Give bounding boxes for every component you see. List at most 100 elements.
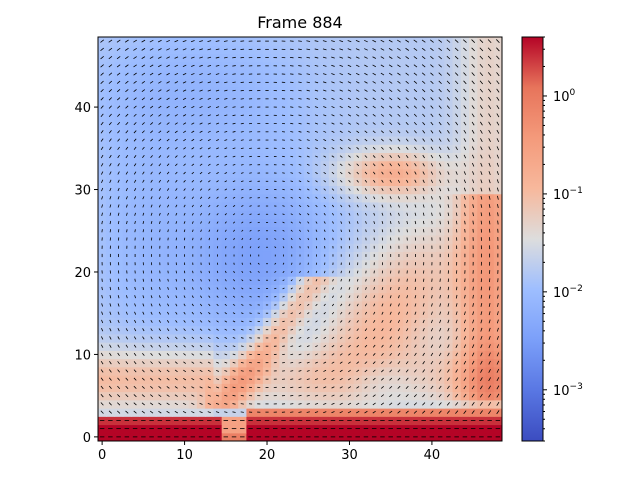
quiver-arrow — [447, 204, 450, 208]
quiver-arrow — [182, 89, 187, 92]
quiver-arrow — [488, 220, 491, 225]
quiver-arrow — [125, 72, 129, 76]
quiver-arrow — [413, 80, 418, 84]
quiver-arrow — [224, 287, 227, 290]
heatmap-cell — [353, 375, 363, 384]
quiver-arrow — [431, 303, 433, 307]
heatmap-cell — [139, 61, 149, 71]
quiver-arrow — [414, 138, 417, 142]
quiver-arrow — [364, 130, 368, 134]
heatmap-cell — [337, 383, 346, 393]
heatmap-cell — [188, 177, 198, 186]
quiver-arrow — [389, 319, 392, 323]
quiver-arrow — [430, 196, 433, 200]
quiver-arrow — [166, 48, 170, 51]
heatmap-cell — [147, 160, 157, 170]
quiver-arrow — [347, 105, 352, 109]
quiver-arrow — [422, 385, 426, 390]
quiver-arrow — [232, 394, 236, 397]
quiver-arrow — [389, 394, 393, 398]
quiver-arrow — [414, 278, 417, 282]
quiver-arrow — [199, 353, 203, 356]
quiver-arrow — [447, 146, 450, 151]
quiver-arrow — [339, 163, 343, 166]
heatmap-cell — [378, 350, 388, 360]
quiver-arrow — [108, 80, 113, 84]
quiver-arrow — [430, 105, 434, 109]
quiver-arrow — [315, 180, 318, 183]
quiver-arrow — [182, 56, 187, 59]
quiver-arrow — [488, 88, 492, 93]
heatmap-cell — [427, 358, 437, 368]
quiver-arrow — [389, 311, 392, 315]
quiver-arrow — [381, 344, 384, 348]
quiver-arrow — [314, 106, 319, 108]
quiver-arrow — [290, 213, 293, 216]
quiver-arrow — [496, 171, 499, 176]
heatmap-cell — [163, 144, 173, 154]
quiver-arrow — [232, 337, 236, 339]
quiver-arrow — [397, 64, 401, 68]
quiver-arrow — [480, 195, 483, 200]
quiver-arrow — [463, 105, 467, 109]
quiver-arrow — [224, 106, 228, 108]
quiver-arrow — [455, 88, 459, 93]
heatmap-cell — [139, 45, 149, 55]
heatmap-cell — [386, 399, 396, 409]
heatmap-cell — [427, 366, 437, 376]
quiver-arrow — [100, 39, 105, 43]
quiver-arrow — [191, 344, 195, 348]
quiver-arrow — [216, 147, 220, 150]
quiver-arrow — [150, 369, 154, 373]
quiver-arrow — [373, 287, 375, 290]
quiver-arrow — [282, 304, 285, 306]
heatmap-cell — [452, 391, 462, 401]
quiver-arrow — [109, 278, 112, 282]
quiver-arrow — [199, 114, 203, 117]
quiver-arrow — [348, 171, 351, 175]
quiver-arrow — [406, 212, 409, 216]
quiver-arrow — [183, 212, 186, 216]
quiver-arrow — [207, 345, 211, 348]
heatmap-cell — [114, 78, 124, 88]
heatmap-cell — [122, 144, 132, 154]
quiver-arrow — [430, 97, 434, 101]
heatmap-cell — [130, 78, 140, 88]
heatmap-cell — [205, 210, 215, 219]
quiver-arrow — [373, 221, 375, 224]
quiver-arrow — [298, 303, 302, 306]
quiver-arrow — [142, 352, 145, 356]
heatmap-cell — [427, 391, 437, 401]
quiver-arrow — [125, 179, 128, 183]
quiver-arrow — [191, 361, 195, 364]
quiver-arrow — [240, 394, 244, 397]
quiver-arrow — [249, 213, 252, 216]
quiver-arrow — [306, 114, 310, 117]
quiver-arrow — [339, 64, 344, 67]
quiver-arrow — [397, 47, 401, 51]
quiver-arrow — [421, 64, 426, 68]
quiver-arrow — [380, 105, 385, 109]
quiver-arrow — [216, 361, 220, 364]
quiver-arrow — [372, 146, 376, 150]
quiver-arrow — [438, 105, 442, 109]
quiver-arrow — [463, 187, 466, 192]
quiver-arrow — [101, 303, 103, 307]
heatmap-cell — [469, 350, 478, 360]
quiver-arrow — [298, 98, 302, 100]
quiver-arrow — [430, 352, 434, 357]
quiver-arrow — [331, 361, 335, 364]
quiver-arrow — [183, 320, 186, 323]
quiver-arrow — [108, 377, 112, 381]
quiver-arrow — [150, 278, 153, 282]
quiver-arrow — [174, 410, 178, 414]
heatmap-cell — [411, 358, 421, 368]
heatmap-cell — [196, 210, 206, 219]
quiver-arrow — [323, 402, 327, 405]
heatmap-cell — [106, 144, 116, 154]
quiver-arrow — [101, 327, 104, 332]
quiver-arrow — [241, 295, 244, 298]
quiver-arrow — [257, 238, 260, 240]
quiver-arrow — [158, 204, 161, 208]
quiver-arrow — [413, 39, 418, 43]
